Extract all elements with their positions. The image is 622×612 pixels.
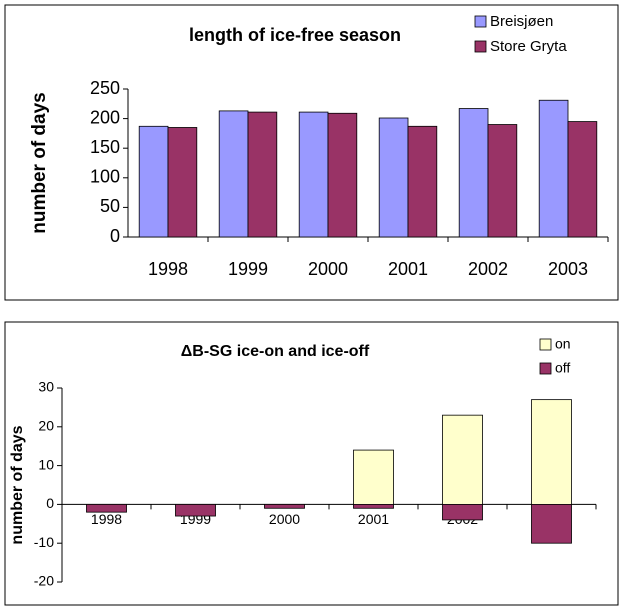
- x-tick-label: 2000: [269, 511, 300, 527]
- bar: [378, 117, 409, 238]
- y-tick-label: 20: [38, 418, 54, 434]
- legend-label: Breisjøen: [490, 13, 553, 30]
- y-tick-label: 0: [110, 226, 120, 246]
- bar: [138, 125, 169, 238]
- bar: [567, 121, 598, 238]
- y-tick-label: -10: [34, 534, 54, 550]
- legend-swatch: [539, 338, 552, 351]
- legend-swatch: [474, 40, 487, 53]
- bar: [531, 503, 572, 544]
- bar: [175, 503, 216, 517]
- legend-swatch: [474, 15, 487, 28]
- x-tick-label: 1998: [91, 511, 122, 527]
- y-tick-label: 10: [38, 456, 54, 472]
- bar: [298, 111, 329, 238]
- bar: [218, 110, 249, 238]
- bar: [86, 503, 127, 513]
- y-tick-label: -20: [34, 573, 54, 589]
- bar: [327, 112, 358, 238]
- legend-swatch: [539, 362, 552, 375]
- bar: [264, 503, 305, 509]
- bar: [442, 503, 483, 521]
- x-tick-label: 2001: [358, 511, 389, 527]
- chart-title: length of ice-free season: [189, 25, 401, 45]
- bar: [442, 414, 483, 505]
- bar: [458, 108, 489, 238]
- x-tick-label: 2001: [388, 259, 428, 279]
- y-tick-label: 200: [90, 107, 120, 127]
- bar: [531, 399, 572, 505]
- bar: [353, 503, 394, 509]
- legend-label: off: [555, 360, 570, 376]
- chart-frame: [4, 321, 619, 606]
- y-tick-label: 250: [90, 78, 120, 98]
- bar: [487, 124, 518, 238]
- bar: [353, 449, 394, 505]
- y-tick-label: 100: [90, 167, 120, 187]
- bar: [538, 99, 569, 238]
- legend-label: on: [555, 336, 571, 352]
- x-tick-label: 2003: [548, 259, 588, 279]
- y-tick-label: 50: [100, 196, 120, 216]
- x-tick-label: 2000: [308, 259, 348, 279]
- legend-label: Store Gryta: [490, 38, 567, 55]
- y-tick-label: 0: [46, 495, 54, 511]
- chart-title: ΔB-SG ice-on and ice-off: [181, 343, 370, 360]
- x-tick-label: 1998: [148, 259, 188, 279]
- x-tick-label: 2002: [468, 259, 508, 279]
- y-axis-label: number of days: [29, 92, 50, 233]
- y-axis-label: number of days: [9, 425, 26, 544]
- bar: [167, 127, 198, 238]
- bar: [247, 111, 278, 238]
- x-tick-label: 1999: [228, 259, 268, 279]
- y-tick-label: 150: [90, 137, 120, 157]
- bar: [407, 125, 438, 238]
- y-tick-label: 30: [38, 379, 54, 395]
